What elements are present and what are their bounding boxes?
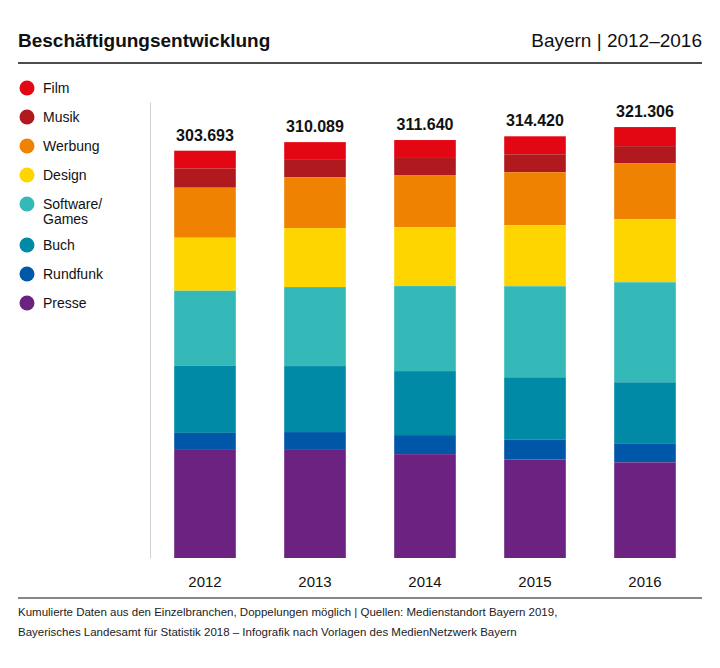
legend-swatch [20,110,35,125]
x-tick-label: 2014 [408,573,441,590]
x-tick: 2013 [298,558,331,590]
bar-segment [614,282,676,382]
legend-entry: Film [20,80,70,96]
legend-swatch [20,267,35,282]
footer-rule [18,598,702,599]
title: Beschäftigungsentwicklung [18,30,270,51]
y-axis-line [150,103,151,559]
legend-label: Buch [43,237,75,253]
series [174,449,676,558]
x-tick: 2016 [628,558,661,590]
legend-entry: Buch [20,237,75,253]
bar-segment [174,450,236,558]
bar-segment [284,432,346,449]
legend-swatch [20,238,35,253]
bar-segment [504,377,566,439]
bar-segment [284,177,346,228]
legend-label: Presse [43,295,87,311]
bar-segment [614,443,676,462]
chart: Beschäftigungsentwicklung Bayern | 2012–2… [0,0,720,668]
bar-segment [284,449,346,558]
bar-segment [614,127,676,146]
subtitle: Bayern | 2012–2016 [531,30,702,51]
series [174,219,676,291]
total-label: 310.089 [286,118,344,135]
legend-entry: Presse [20,295,87,311]
legend-label: Musik [43,109,81,125]
x-axis: 2012 2013 2014 2015 2016 [188,558,661,590]
y-axis [150,103,151,559]
bar-segment [174,291,236,366]
bar-segment [614,462,676,558]
legend-label: Software/Games [43,196,102,227]
legend-entry: Design [20,167,87,183]
legend-swatch [20,197,35,212]
bar-segment [504,172,566,225]
bar-segment [504,136,566,154]
bar-segment [394,140,456,157]
x-tick: 2012 [188,558,221,590]
legend-entry: Werbung [20,138,100,154]
x-tick-label: 2016 [628,573,661,590]
x-tick-label: 2012 [188,573,221,590]
bar-segment [614,382,676,443]
bar-segment [504,225,566,286]
header-rule [18,62,702,64]
total-label: 303.693 [176,127,234,144]
legend-label: Film [43,80,69,96]
bar-segment [174,151,236,169]
total-label: 321.306 [616,103,674,120]
x-tick: 2015 [518,558,551,590]
bar-segment [394,371,456,435]
bar-segment [174,169,236,188]
legend-label: Rundfunk [43,266,104,282]
bar-segment [284,142,346,159]
series [174,282,676,382]
total-label: 314.420 [506,112,564,129]
bar-segment [394,435,456,454]
total-label: 311.640 [397,116,454,133]
bar-segment [174,433,236,450]
bar-segment [504,286,566,377]
bar-segment [174,188,236,238]
bar-segment [284,287,346,366]
bar-segment [394,286,456,371]
bar-segment [174,366,236,433]
legend-label: Werbung [43,138,100,154]
footnote: Bayerisches Landesamt für Statistik 2018… [18,626,517,638]
legend-entry: Musik [20,109,81,125]
bar-segment [394,157,456,175]
bar-segment [284,159,346,177]
legend-entry: Rundfunk [20,266,104,282]
legend-label: Design [43,167,87,183]
bar-segment [394,227,456,286]
bar-segment [284,228,346,287]
bar-segment [614,163,676,219]
legend-swatch [20,168,35,183]
legend-swatch [20,139,35,154]
bar-segment [614,146,676,163]
bar-segment [394,454,456,558]
x-tick: 2014 [408,558,441,590]
bar-segment [504,439,566,459]
x-tick-label: 2015 [518,573,551,590]
bar-segment [284,366,346,432]
legend-swatch [20,81,35,96]
bar-segment [174,238,236,291]
series [174,163,676,238]
x-tick-label: 2013 [298,573,331,590]
bars [174,127,676,558]
bar-segment [504,459,566,558]
bar-segment [394,175,456,227]
legend-swatch [20,296,35,311]
bar-segment [504,154,566,172]
legend-entry: Software/Games [20,196,103,227]
bar-segment [614,219,676,282]
series [174,366,676,444]
footnote: Kumulierte Daten aus den Einzelbranchen,… [18,606,557,618]
